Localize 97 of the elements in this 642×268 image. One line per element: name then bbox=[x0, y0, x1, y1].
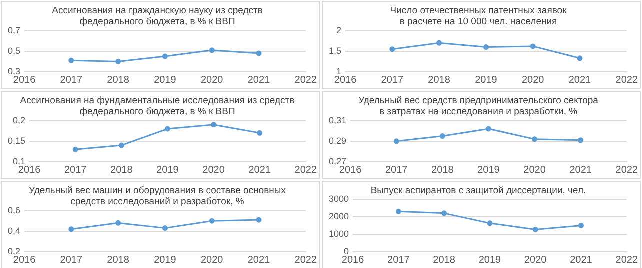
y-tick-label: 0,5 bbox=[8, 46, 21, 56]
point bbox=[578, 138, 584, 144]
x-tick-label: 2019 bbox=[154, 254, 177, 266]
x-tick-label: 2019 bbox=[478, 254, 502, 266]
x-tick-label: 2017 bbox=[388, 254, 410, 266]
x-tick-label: 2022 bbox=[616, 254, 638, 266]
x-tick-label: 2017 bbox=[385, 164, 408, 176]
x-tick-label: 2017 bbox=[60, 74, 83, 86]
x-tick-label: 2020 bbox=[524, 254, 548, 266]
x-tick-label: 2019 bbox=[478, 164, 500, 176]
y-tick-label: 0,1 bbox=[13, 156, 26, 166]
point bbox=[486, 126, 492, 132]
point bbox=[211, 122, 217, 128]
x-tick-label: 2020 bbox=[202, 164, 226, 176]
x-tick-label: 2021 bbox=[570, 164, 592, 176]
y-tick-label: 1 bbox=[336, 66, 342, 76]
x-tick-label: 2018 bbox=[433, 254, 456, 266]
y-tick-label: 0 bbox=[344, 246, 350, 256]
point bbox=[257, 130, 263, 136]
point bbox=[436, 40, 442, 46]
y-tick-label: 0,29 bbox=[328, 136, 347, 146]
y-tick-label: 0,4 bbox=[8, 226, 21, 236]
x-tick-label: 2018 bbox=[107, 254, 130, 266]
y-tick-label: 2 bbox=[336, 25, 342, 36]
point bbox=[162, 226, 168, 232]
chart-title: Число отечественных патентных заявок в расчете на 10 000 чел. населения bbox=[390, 5, 568, 28]
point bbox=[72, 146, 78, 152]
y-tick-label: 0,2 bbox=[13, 115, 26, 126]
x-tick-label: 2016 bbox=[13, 254, 36, 266]
x-tick-label: 2016 bbox=[18, 164, 42, 176]
x-tick-label: 2020 bbox=[524, 164, 546, 176]
point bbox=[68, 226, 74, 232]
point bbox=[530, 44, 536, 50]
y-tick-label: 1,5 bbox=[328, 46, 342, 56]
x-tick-label: 2021 bbox=[248, 74, 271, 86]
point bbox=[116, 58, 122, 64]
point bbox=[118, 142, 124, 148]
x-tick-label: 2017 bbox=[60, 254, 83, 266]
x-tick-label: 2018 bbox=[110, 164, 134, 176]
x-tick-label: 2022 bbox=[294, 164, 318, 176]
x-tick-label: 2018 bbox=[107, 74, 130, 86]
x-tick-label: 2016 bbox=[334, 74, 358, 86]
y-tick-label: 0,31 bbox=[328, 115, 347, 126]
chart-title: Ассигнования на фундаментальные исследования из средств федерального бюджета, в % к ВВП bbox=[20, 95, 295, 118]
x-tick-label: 2019 bbox=[475, 74, 498, 86]
x-tick-label: 2019 bbox=[156, 164, 180, 176]
y-tick-label: 1000 bbox=[328, 228, 350, 239]
y-tick-label: 0,3 bbox=[8, 66, 21, 76]
point bbox=[440, 134, 446, 139]
y-tick-label: 0,7 bbox=[8, 25, 21, 36]
x-tick-label: 2021 bbox=[568, 74, 592, 86]
point bbox=[162, 54, 168, 60]
x-tick-label: 2017 bbox=[381, 74, 404, 86]
chart-title: Удельный вес машин и оборудования в составе основных средств исследований и разработок, % bbox=[29, 185, 286, 208]
point bbox=[532, 226, 538, 232]
x-tick-label: 2022 bbox=[294, 74, 318, 86]
y-tick-label: 0,27 bbox=[328, 156, 347, 166]
x-tick-label: 2020 bbox=[200, 254, 224, 266]
x-tick-label: 2021 bbox=[248, 164, 272, 176]
point bbox=[394, 138, 400, 144]
point bbox=[209, 218, 215, 224]
point bbox=[390, 46, 396, 52]
point bbox=[483, 44, 489, 50]
y-tick-label: 0,15 bbox=[8, 136, 26, 146]
x-tick-label: 2018 bbox=[432, 164, 454, 176]
point bbox=[256, 50, 262, 56]
chart-title: Выпуск аспирантов с защитой диссертации, чел. bbox=[370, 185, 586, 196]
point bbox=[116, 220, 122, 226]
y-tick-label: 3000 bbox=[328, 194, 350, 204]
x-tick-label: 2021 bbox=[248, 254, 271, 266]
x-tick-label: 2016 bbox=[342, 254, 365, 266]
x-tick-label: 2022 bbox=[616, 74, 638, 86]
point bbox=[577, 56, 583, 62]
x-tick-label: 2020 bbox=[522, 74, 545, 86]
x-tick-label: 2022 bbox=[616, 164, 638, 176]
x-tick-label: 2017 bbox=[64, 164, 88, 176]
chart-title: Ассигнования на гражданскую науку из средств федерального бюджета, в % к ВВП bbox=[52, 5, 263, 28]
x-tick-label: 2016 bbox=[339, 164, 362, 176]
point bbox=[164, 126, 170, 132]
x-tick-label: 2021 bbox=[570, 254, 593, 266]
x-tick-label: 2018 bbox=[428, 74, 451, 86]
point bbox=[256, 217, 262, 223]
x-tick-label: 2016 bbox=[13, 74, 36, 86]
y-tick-label: 0,2 bbox=[8, 246, 21, 256]
point bbox=[442, 210, 448, 216]
y-tick-label: 0,6 bbox=[8, 205, 21, 216]
point bbox=[396, 208, 402, 214]
point bbox=[532, 136, 538, 142]
x-tick-label: 2022 bbox=[294, 254, 318, 266]
chart-title: Удельный вес средств предпринимательского сектора в затратах на исследования и разработки, % bbox=[358, 95, 600, 118]
y-tick-label: 2000 bbox=[328, 211, 350, 222]
point bbox=[209, 48, 215, 54]
point bbox=[487, 220, 493, 226]
x-tick-label: 2019 bbox=[154, 74, 177, 86]
x-tick-label: 2020 bbox=[200, 74, 224, 86]
point bbox=[578, 222, 584, 228]
point bbox=[68, 58, 74, 64]
